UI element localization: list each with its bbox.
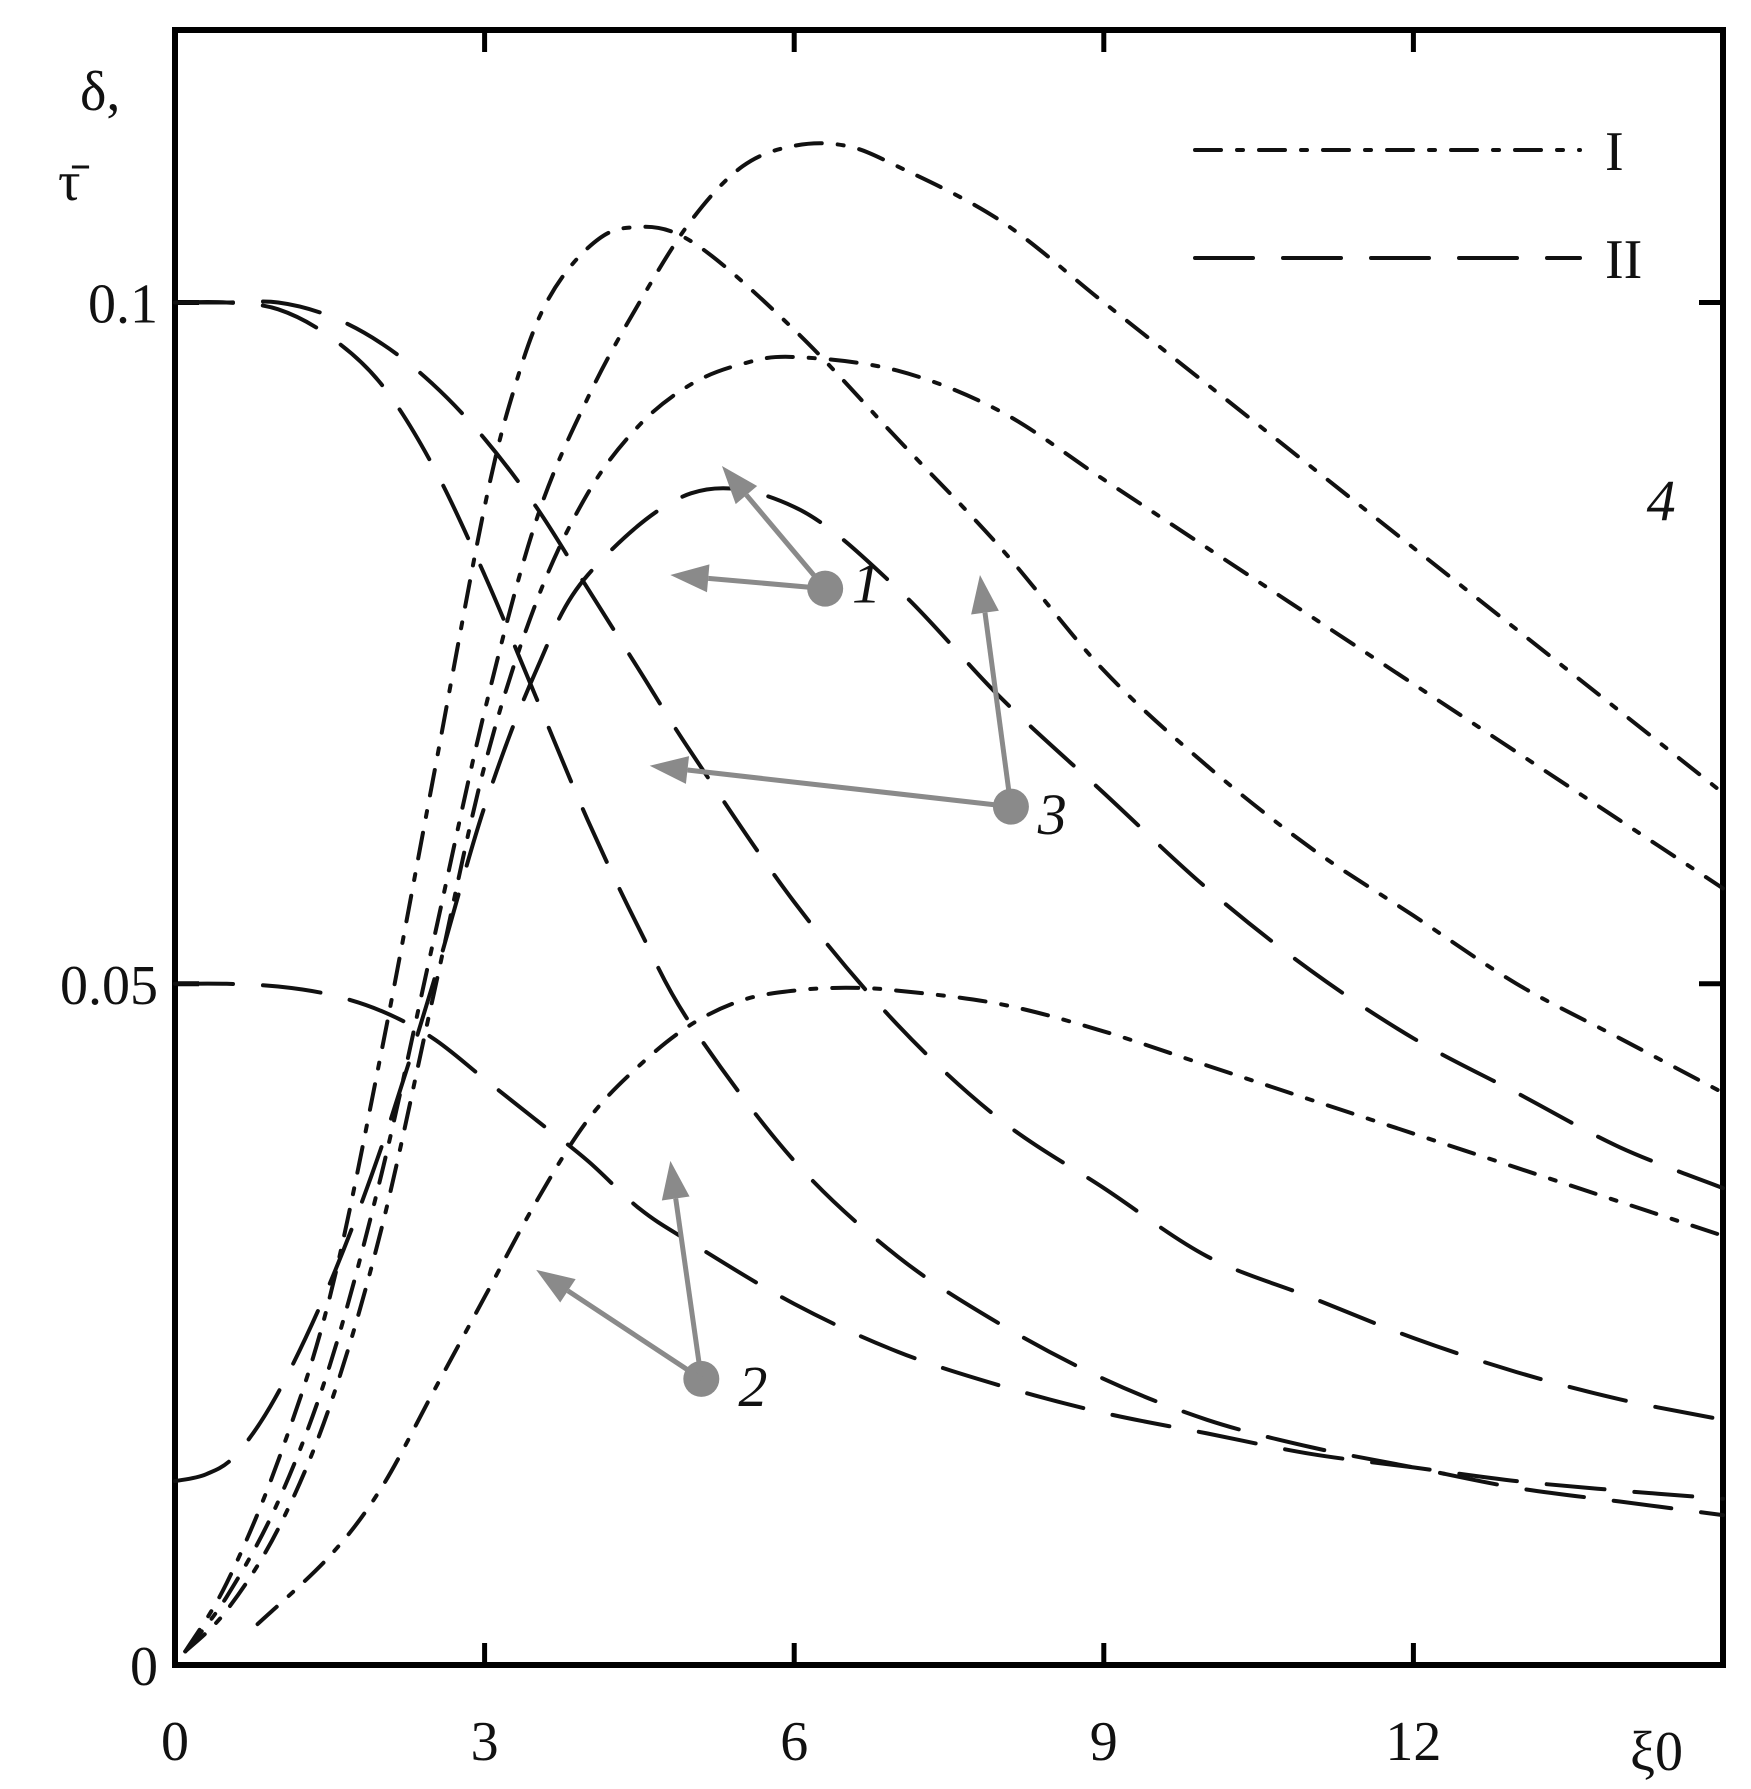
x-tick-label-1: 3 [471, 1711, 499, 1773]
pointer-line-1 [707, 575, 826, 592]
curve-I-0 [183, 224, 1725, 1654]
curve-I-1 [183, 141, 1725, 1654]
curve-II-7 [173, 486, 1725, 1484]
series-label-3: 4 [1647, 469, 1676, 534]
plot-frame [172, 27, 1726, 1668]
y-axis-label-bottom: τ̄ [58, 151, 90, 213]
legend-label-1: II [1605, 229, 1642, 291]
legend-label-0: I [1605, 121, 1624, 183]
y-axis-label-top: δ, [80, 61, 120, 123]
series-label-2: 3 [1037, 782, 1067, 847]
y-tick-label-2: 0.1 [88, 274, 158, 336]
pointer-head-2 [661, 1160, 690, 1201]
x-tick-label-0: 0 [161, 1711, 189, 1773]
pointer-head-0 [721, 466, 758, 505]
series-label-0: 1 [852, 550, 881, 615]
pointers [536, 466, 1029, 1397]
legend: III [1193, 121, 1642, 291]
pointer-line-5 [687, 767, 1012, 810]
pointer-line-3 [566, 1288, 703, 1381]
series-labels: 1 2 3 4 [738, 469, 1675, 1420]
pointer-head-1 [670, 564, 710, 593]
x-tick-label-2: 6 [780, 1711, 808, 1773]
x-tick-label-4: 12 [1385, 1711, 1441, 1773]
series-label-1: 2 [738, 1354, 767, 1419]
curve-I-2 [183, 354, 1725, 1654]
curves [173, 141, 1725, 1654]
curve-II-5 [173, 299, 1725, 1422]
pointer-line-0 [744, 493, 828, 591]
pointer-head-5 [649, 756, 690, 784]
curve-I-3 [255, 985, 1725, 1627]
pointer-head-4 [971, 575, 999, 615]
axis-ticks [172, 30, 1723, 1668]
curve-II-6 [173, 981, 1725, 1501]
pointer-line-4 [982, 612, 1014, 807]
x-tick-label-3: 9 [1090, 1711, 1118, 1773]
y-tick-label-0: 0 [130, 1636, 158, 1698]
pointer-head-3 [536, 1269, 576, 1303]
pointer-line-2 [673, 1198, 704, 1380]
x-axis-label: ξ0 [1630, 1721, 1683, 1783]
y-tick-label-1: 0.05 [60, 955, 158, 1017]
